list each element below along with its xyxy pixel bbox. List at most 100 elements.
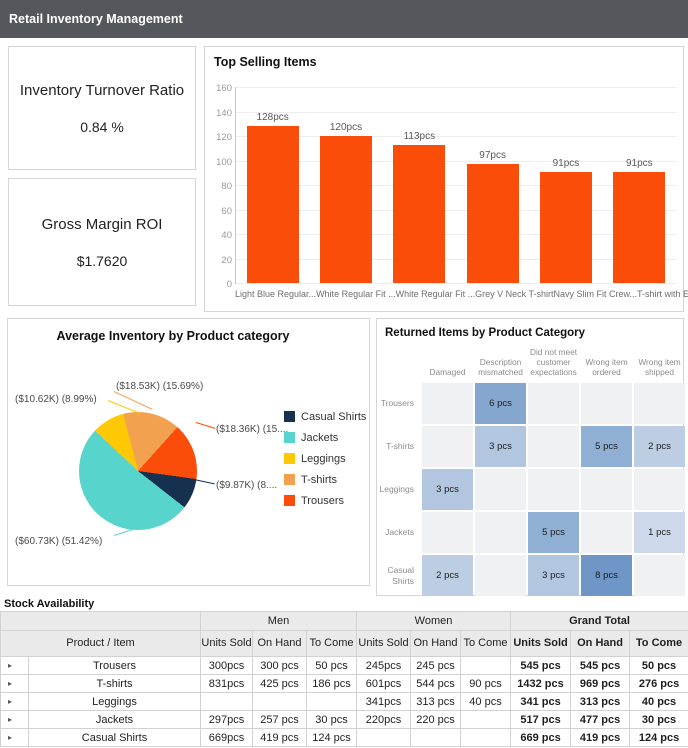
kpi-label: Gross Margin ROI (41, 215, 163, 233)
row-header: Product / Item (0, 630, 201, 657)
bar-value-label: 97pcs (479, 150, 506, 162)
cell (252, 692, 307, 711)
col-header: To Come (306, 630, 357, 657)
kpi-gross-margin-roi: Gross Margin ROI $1.7620 (8, 178, 196, 306)
expand-row-icon[interactable]: ▸ (0, 674, 29, 693)
cell: 341pcs (356, 692, 411, 711)
heatmap-cell[interactable] (422, 383, 473, 424)
bar[interactable] (319, 136, 372, 283)
bar[interactable] (393, 144, 446, 283)
cell: 545 pcs (510, 656, 572, 675)
expand-row-icon[interactable]: ▸ (0, 656, 29, 675)
heatmap-cell[interactable] (422, 426, 473, 467)
heatmap-cell[interactable] (581, 512, 632, 553)
product-item-cell: Leggings (28, 692, 201, 711)
legend-swatch-icon (284, 453, 295, 464)
legend-item-trousers[interactable]: Trousers (284, 495, 366, 507)
expand-row-icon[interactable]: ▸ (0, 728, 29, 747)
col-header: Units Sold (200, 630, 253, 657)
heatmap-cell[interactable]: 1 pcs (634, 512, 685, 553)
legend-item-jackets[interactable]: Jackets (284, 431, 366, 444)
pie-chart[interactable] (79, 412, 197, 530)
heatmap-cell[interactable]: 6 pcs (475, 383, 526, 424)
bar-column: 113pcs (383, 131, 456, 283)
cell: 969 pcs (570, 674, 631, 693)
heatmap-col-header: Did not meet customer expectations (529, 347, 578, 378)
cell: 90 pcs (459, 674, 512, 693)
y-gridline: 120 (216, 132, 676, 143)
product-item-cell: Casual Shirts (28, 728, 201, 747)
legend-item-leggings[interactable]: Leggings (284, 453, 366, 465)
cell: 276 pcs (629, 674, 688, 693)
legend-item-t-shirts[interactable]: T-shirts (284, 473, 366, 486)
bar-column: 91pcs (603, 158, 676, 283)
legend-item-casual-shirts[interactable]: Casual Shirts (284, 411, 366, 423)
heatmap-cell[interactable] (475, 469, 526, 510)
cell: 297pcs (200, 710, 253, 729)
cell: 245 pcs (410, 656, 461, 675)
cell (356, 728, 411, 747)
heatmap-row-label: Leggings (379, 484, 414, 495)
heatmap-cell[interactable] (581, 383, 632, 424)
heatmap-cell[interactable]: 8 pcs (581, 555, 632, 596)
legend-swatch-icon (284, 432, 295, 443)
x-tick-label: T-shirt with Embro... (637, 289, 688, 299)
bar-value-label: 91pcs (552, 157, 580, 169)
heatmap-cell[interactable]: 5 pcs (581, 426, 632, 467)
cell (459, 656, 512, 675)
heatmap-cell[interactable] (634, 555, 685, 596)
expand-row-icon[interactable]: ▸ (0, 710, 29, 729)
pie-leader-line (193, 479, 215, 485)
heatmap-cell[interactable] (475, 512, 526, 553)
heatmap-cell[interactable] (422, 512, 473, 553)
y-tick-label: 0 (226, 279, 232, 290)
bar-value-label: 113pcs (403, 130, 436, 142)
y-gridline: 100 (216, 157, 676, 168)
heatmap-cell[interactable]: 2 pcs (634, 426, 685, 467)
cell: 30 pcs (306, 710, 357, 729)
heatmap-cell[interactable]: 3 pcs (528, 555, 579, 596)
cell: 669pcs (200, 728, 253, 747)
x-tick-label: Navy Slim Fit Crew... (553, 289, 637, 299)
pie-slice-label: ($18.53K) (15.69%) (116, 381, 204, 392)
expand-row-icon[interactable]: ▸ (0, 692, 29, 711)
bar[interactable] (613, 171, 666, 283)
heatmap-cell[interactable] (475, 555, 526, 596)
top-selling-items-panel: Top Selling Items 160 140 120 100 80 60 … (204, 46, 688, 312)
pie-leader-line (113, 391, 153, 410)
heatmap-row-label: Casual Shirts (387, 565, 414, 586)
heatmap-cell[interactable]: 3 pcs (422, 469, 473, 510)
heatmap-cell[interactable]: 5 pcs (528, 512, 579, 553)
cell: 186 pcs (306, 674, 357, 693)
y-tick-label: 80 (221, 181, 232, 192)
legend-label: Jackets (301, 431, 339, 444)
table-row: ▸ Leggings 341pcs 313 pcs 40 pcs 341 pcs… (0, 692, 688, 711)
x-tick-label: Light Blue Regular... (235, 289, 317, 299)
y-tick-label: 100 (216, 156, 232, 168)
pie-slice-label: ($9.87K) (8.... (216, 480, 278, 491)
col-group-women: Women (355, 611, 512, 631)
bar-column: 97pcs (456, 150, 529, 283)
chart-title: Top Selling Items (214, 55, 317, 69)
legend-label: T-shirts (301, 473, 338, 486)
heatmap-cell[interactable] (581, 469, 632, 510)
heatmap-cell[interactable] (528, 383, 579, 424)
heatmap-cell[interactable] (528, 426, 579, 467)
bar[interactable] (466, 164, 519, 283)
col-header: To Come (459, 630, 512, 657)
product-item-cell: Trousers (28, 656, 201, 675)
heatmap-cell[interactable]: 3 pcs (475, 426, 526, 467)
bar[interactable] (246, 126, 299, 283)
cell: 40 pcs (459, 692, 512, 711)
heatmap-cell[interactable] (634, 383, 685, 424)
pie-slice-label: ($60.73K) (51.42%) (15, 536, 103, 547)
heatmap-cell[interactable] (528, 469, 579, 510)
bar[interactable] (539, 171, 592, 283)
cell: 313 pcs (410, 692, 461, 711)
heatmap-cell[interactable]: 2 pcs (422, 555, 473, 596)
cell (459, 728, 512, 747)
table-row: ▸ Jackets 297pcs 257 pcs 30 pcs 220pcs 2… (0, 710, 688, 729)
bar-value-label: 128pcs (256, 112, 289, 124)
heatmap-cell[interactable] (634, 469, 685, 510)
y-tick-label: 160 (216, 83, 232, 94)
